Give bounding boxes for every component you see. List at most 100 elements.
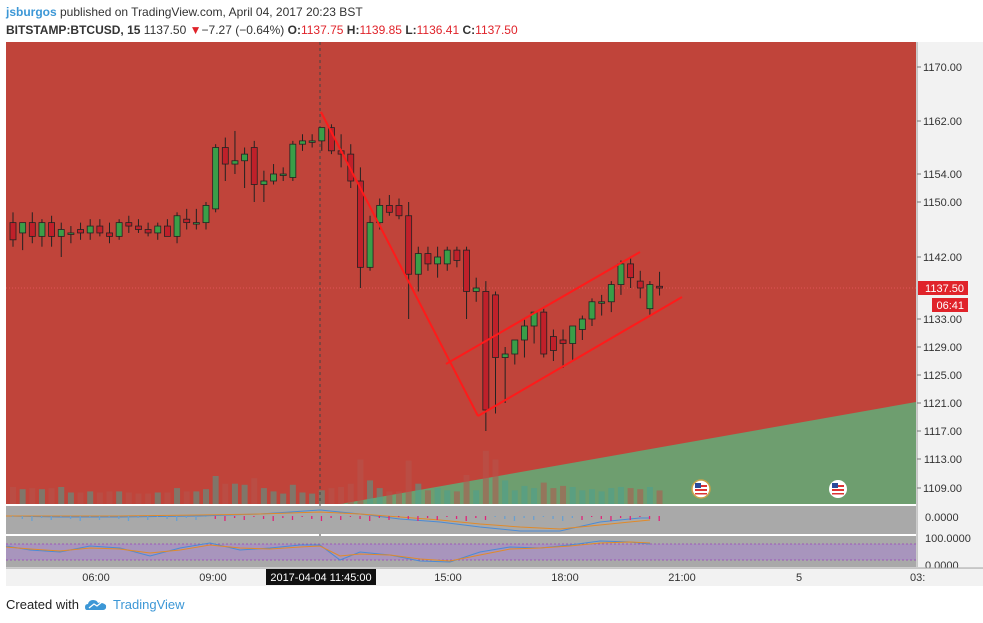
volume-bar xyxy=(540,482,547,504)
close-value: 1137.50 xyxy=(475,23,518,37)
candle xyxy=(366,215,374,271)
candle xyxy=(19,222,27,251)
candle xyxy=(443,246,451,271)
indicator1-line xyxy=(5,509,650,532)
candle xyxy=(183,208,191,230)
candle xyxy=(9,212,17,247)
candle xyxy=(221,137,229,181)
volume-bar xyxy=(424,490,431,504)
tradingview-link[interactable]: TradingView xyxy=(84,597,185,612)
publish-info: published on TradingView.com, April 04, … xyxy=(56,5,363,19)
price-axis-ticks: 1170.00 1162.00 1154.00 1150.00 1142.00 1133.… xyxy=(917,62,962,495)
crosshair-time-label: 2017-04-04 11:45:00 xyxy=(270,572,371,584)
volume-bar xyxy=(96,492,103,504)
footer: Created with TradingView xyxy=(6,597,185,612)
histogram-bar xyxy=(301,516,303,517)
histogram-bar xyxy=(176,516,178,521)
candle xyxy=(48,215,55,247)
volume-bar xyxy=(270,491,277,504)
histogram-bar xyxy=(253,516,255,517)
volume-bar xyxy=(627,488,634,504)
time-tick-label: 5 xyxy=(796,572,802,584)
channel-lower-line xyxy=(477,296,683,417)
volume-bar xyxy=(531,488,538,504)
volume-bar xyxy=(396,491,402,504)
time-tick-label: 15:00 xyxy=(434,572,462,584)
last-price-label: 1137.50 xyxy=(925,283,964,295)
candle xyxy=(434,246,442,278)
volume-bar xyxy=(87,491,94,504)
candle xyxy=(163,219,171,237)
volume-bar xyxy=(617,487,624,504)
candle xyxy=(57,222,65,257)
volume-bar xyxy=(386,491,393,504)
price-change: −7.27 (−0.64%) xyxy=(201,23,285,37)
time-tick-label: 03: xyxy=(910,572,925,584)
time-axis[interactable] xyxy=(6,568,983,586)
histogram-bar xyxy=(581,516,583,520)
candle xyxy=(627,257,634,288)
candle xyxy=(86,219,94,240)
candle xyxy=(588,298,596,326)
candle xyxy=(38,219,46,247)
histogram-bar xyxy=(12,516,14,517)
volume-bar xyxy=(241,484,248,504)
histogram-bar xyxy=(446,516,448,517)
histogram-bar xyxy=(108,516,110,517)
candle xyxy=(472,277,480,302)
author-name[interactable]: jsburgos xyxy=(6,5,57,19)
candle xyxy=(607,281,615,313)
histogram-bar xyxy=(320,516,323,521)
indicator-pane-1 xyxy=(6,506,916,534)
us-flag-icon[interactable] xyxy=(691,479,711,499)
histogram-bar xyxy=(156,516,159,517)
indicator1-signal xyxy=(6,511,651,530)
price-tick-label: 1150.00 xyxy=(923,197,962,209)
volume-bar xyxy=(19,489,26,504)
candle xyxy=(270,164,277,185)
candle xyxy=(521,319,528,358)
histogram-bar xyxy=(31,516,33,521)
volume-bar xyxy=(434,488,441,504)
histogram-bar xyxy=(79,516,81,521)
price-tick-label: 1133.00 xyxy=(923,314,962,326)
histogram-bar xyxy=(359,516,361,519)
volume-bar xyxy=(463,474,470,504)
histogram-bar xyxy=(436,516,438,520)
histogram-bar xyxy=(639,516,641,517)
candle xyxy=(559,329,567,368)
histogram-bar xyxy=(658,516,660,521)
candle xyxy=(28,212,36,244)
price-tick-label: 1129.00 xyxy=(923,342,962,354)
volume-bar xyxy=(637,489,644,504)
price-pane-background xyxy=(6,42,916,504)
volume-bar xyxy=(231,483,238,504)
us-flag-icon[interactable] xyxy=(829,480,847,498)
candle xyxy=(424,246,432,271)
histogram-bar xyxy=(137,516,139,518)
volume-bar xyxy=(280,493,287,504)
volume-bar xyxy=(646,487,653,504)
last-price: 1137.50 xyxy=(143,23,187,37)
candle xyxy=(202,202,210,230)
volume-bar xyxy=(164,492,171,504)
volume-bar xyxy=(67,492,74,504)
histogram-bar xyxy=(50,516,52,520)
candle xyxy=(414,246,422,292)
volume-bar xyxy=(473,490,480,504)
histogram-bar xyxy=(349,516,352,517)
candle xyxy=(299,134,306,151)
histogram-bar xyxy=(205,516,207,517)
candle xyxy=(125,215,133,233)
down-arrow-icon: ▼ xyxy=(189,23,202,37)
histogram-bar xyxy=(166,516,168,519)
open-value: 1137.75 xyxy=(300,23,344,37)
volume-bar xyxy=(116,491,123,504)
candle xyxy=(511,339,519,365)
candle xyxy=(212,144,220,213)
volume-bar xyxy=(38,489,45,504)
candle xyxy=(656,271,663,296)
volume-bar xyxy=(560,485,567,504)
price-tick-label: 1125.00 xyxy=(923,370,962,382)
